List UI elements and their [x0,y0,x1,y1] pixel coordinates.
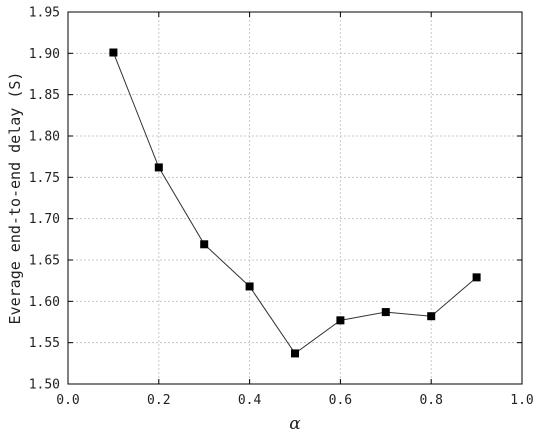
x-tick-label: 0.6 [329,393,352,408]
y-tick-label: 1.85 [29,88,60,103]
data-point [427,312,436,321]
data-point [245,282,254,291]
y-tick-label: 1.75 [29,171,60,186]
data-point [381,308,390,317]
data-point [109,48,118,57]
data-point [291,349,299,358]
y-tick-label: 1.65 [29,254,60,269]
x-axis-title: α [289,414,301,434]
y-tick-label: 1.55 [29,336,60,351]
data-point [200,240,209,249]
series-line [112,52,477,355]
y-tick-label: 1.70 [29,212,60,227]
plot-frame [67,11,523,385]
x-tick-label: 0.8 [419,393,442,408]
data-point [336,316,345,325]
y-axis-title: Everage end-to-end delay (S) [6,72,24,325]
y-tick-labels: 1.50 1.55 1.60 1.65 1.70 1.75 1.80 1.85 1.90 1.95 [29,6,60,393]
y-tick-label: 1.50 [29,378,60,393]
x-tick-labels: 0.0 0.2 0.4 0.6 0.8 1.0 [56,393,533,408]
grid-lines [67,11,523,385]
y-tick-label: 1.60 [29,295,60,310]
y-tick-label: 1.90 [29,47,60,62]
x-tick-label: 0.4 [238,393,262,408]
data-markers [109,48,481,358]
axis-ticks [67,11,523,385]
x-tick-label: 0.2 [147,393,170,408]
data-point [472,273,481,282]
y-tick-label: 1.95 [29,6,60,21]
x-tick-label: 1.0 [510,393,533,408]
data-point [154,163,163,172]
y-tick-label: 1.80 [29,130,60,145]
x-tick-label: 0.0 [56,393,79,408]
